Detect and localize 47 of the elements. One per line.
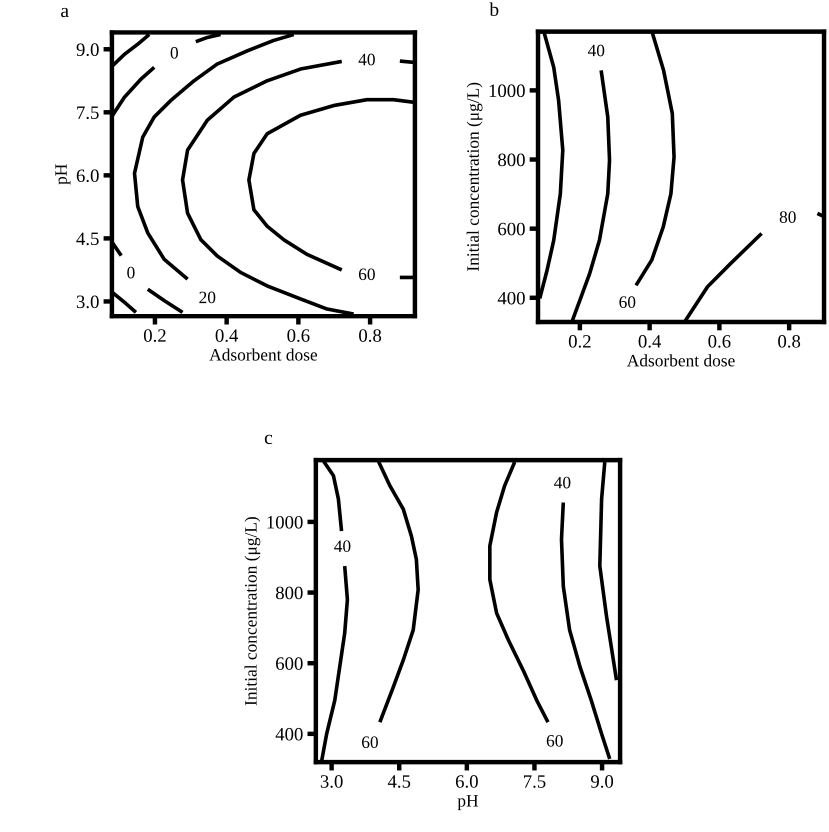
x-tick-label: 3.0 <box>320 775 343 788</box>
x-axis-title: Adsorbent dose <box>626 354 735 366</box>
y-tick-label: 800 <box>498 154 525 166</box>
x-tick-label: 0.8 <box>359 329 382 342</box>
y-tick-label: 600 <box>276 657 303 670</box>
x-tick-label: 0.2 <box>144 329 166 342</box>
y-axis-title: Initial concentration (μg/L) <box>244 517 260 706</box>
y-tick-label: 9.0 <box>76 43 99 56</box>
y-tick-label: 1000 <box>490 84 525 98</box>
chart-title: b <box>489 2 498 16</box>
y-tick-label: 800 <box>276 586 303 600</box>
y-tick-label: 1000 <box>268 516 303 529</box>
x-axis-title: Adsorbent dose <box>209 348 318 361</box>
x-tick-label: 0.2 <box>568 335 591 348</box>
x-tick-label: 0.8 <box>778 335 800 348</box>
y-tick-label: 3.0 <box>76 295 99 308</box>
chart-title: a <box>61 8 69 18</box>
x-tick-label: 6.0 <box>456 775 478 788</box>
annotation: 60 <box>362 736 378 748</box>
annotation: 60 <box>358 268 375 280</box>
x-axis-title: pH <box>458 795 478 810</box>
annotation: 40 <box>588 44 604 56</box>
x-tick-label: 0.4 <box>216 329 238 342</box>
annotation: 40 <box>334 540 350 552</box>
x-tick-label: 0.6 <box>287 329 310 342</box>
annotation: 20 <box>199 292 216 304</box>
annotation: 60 <box>546 734 563 747</box>
annotation: 40 <box>554 476 570 488</box>
y-tick-label: 6.0 <box>76 169 99 182</box>
annotation: 80 <box>780 211 796 223</box>
x-tick-label: 0.6 <box>708 335 731 348</box>
y-tick-label: 400 <box>498 292 525 304</box>
y-axis-title: pH <box>55 164 70 185</box>
y-tick-label: 4.5 <box>76 232 99 246</box>
annotation: 0 <box>170 46 178 59</box>
y-tick-label: 7.5 <box>77 106 99 120</box>
x-tick-label: 0.4 <box>638 335 662 348</box>
y-tick-label: 600 <box>498 222 525 236</box>
y-axis-title: Initial concentration (μg/L) <box>466 82 482 271</box>
annotation: 0 <box>127 266 135 278</box>
annotation: 40 <box>358 54 375 66</box>
chart-title: c <box>264 434 272 444</box>
annotation: 60 <box>619 296 636 308</box>
x-tick-label: 7.5 <box>524 775 546 788</box>
x-tick-label: 4.5 <box>388 775 410 788</box>
y-tick-label: 400 <box>276 728 303 741</box>
x-tick-label: 9.0 <box>590 775 614 788</box>
